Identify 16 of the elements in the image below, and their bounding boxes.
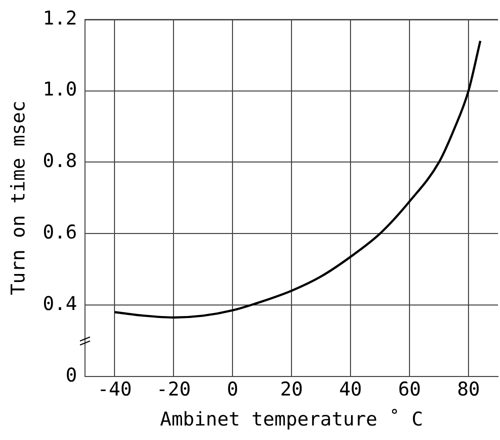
x-tick-label: 80 bbox=[457, 378, 480, 401]
y-tick-label: 1.0 bbox=[42, 78, 78, 101]
x-tick-label: 40 bbox=[339, 378, 362, 401]
x-tick-label: 0 bbox=[226, 378, 238, 401]
x-axis-title: Ambinet temperature ˚ C bbox=[160, 408, 424, 431]
x-tick-label: 60 bbox=[398, 378, 421, 401]
y-tick-label: 0.8 bbox=[42, 150, 78, 172]
line-series bbox=[114, 40, 482, 319]
x-tick-label: 20 bbox=[280, 378, 304, 401]
x-tick-label: -20 bbox=[156, 378, 191, 401]
x-tick-label: -40 bbox=[97, 378, 132, 401]
y-tick-label: 0.6 bbox=[42, 222, 78, 244]
y-axis-title: Turn on time msec bbox=[7, 100, 30, 296]
y-tick-label: 1.2 bbox=[42, 7, 78, 30]
y-tick-label: 0.4 bbox=[42, 292, 78, 315]
y-tick-label: 0 bbox=[66, 364, 78, 386]
